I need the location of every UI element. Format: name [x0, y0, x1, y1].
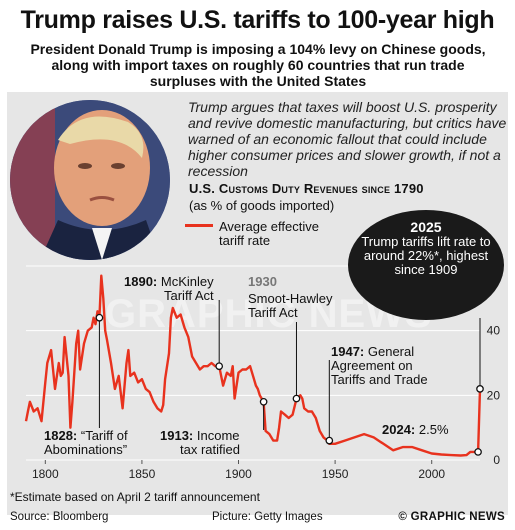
- chart-subtitle: (as % of goods imported): [189, 198, 335, 213]
- annotation-1890-text2: Tariff Act: [164, 288, 214, 303]
- highlight-point: [325, 436, 334, 445]
- page-subtitle: President Donald Trump is imposing a 104…: [30, 41, 486, 89]
- annotation-1947-year: 1947:: [331, 344, 365, 359]
- highlight-point: [292, 394, 301, 403]
- x-tick-label: 1850: [129, 467, 156, 481]
- legend-swatch: [185, 224, 213, 228]
- quote-text: Trump argues that taxes will boost U.S. …: [188, 99, 507, 179]
- picture-credit: Picture: Getty Images: [212, 511, 323, 523]
- footnote: *Estimate based on April 2 tariff announ…: [10, 490, 260, 504]
- chart-legend: Average effective tariff rate: [185, 220, 319, 248]
- annotation-2024: 2024: 2.5%: [382, 423, 449, 437]
- annotation-1947-text3: Tariffs and Trade: [331, 372, 428, 387]
- page-title: Trump raises U.S. tariffs to 100-year hi…: [20, 6, 495, 34]
- callout-year: 2025: [410, 219, 442, 235]
- highlight-point: [215, 362, 224, 371]
- annotation-2024-text: 2.5%: [418, 422, 449, 437]
- y-tick-label: 20: [487, 388, 501, 402]
- chart-title: U.S. Customs Duty Revenues since 1790: [189, 181, 424, 196]
- brand-credit: © GRAPHIC NEWS: [398, 511, 505, 523]
- x-tick-label: 1900: [225, 467, 252, 481]
- annotation-1930-year: 1930: [248, 274, 277, 289]
- annotation-1930-text2: Tariff Act: [248, 305, 298, 320]
- highlight-point: [259, 397, 268, 406]
- annotation-1947: 1947: General Agreement on Tariffs and T…: [331, 345, 428, 387]
- x-tick-label: 2000: [418, 467, 445, 481]
- annotation-1890-year: 1890:: [124, 274, 158, 289]
- y-tick-label: 0: [493, 453, 500, 467]
- portrait-photo: [10, 100, 170, 260]
- portrait-image: [10, 100, 170, 260]
- annotation-1913-text2: tax ratified: [180, 442, 240, 457]
- legend-label-line2: tariff rate: [219, 233, 271, 248]
- annotation-1947-text1: General: [367, 344, 415, 359]
- chart-title-prefix: U.S.: [189, 181, 216, 196]
- y-tick-label: 40: [487, 324, 501, 338]
- annotation-1930: 1930: [248, 275, 277, 289]
- callout-text: Trump tariffs lift rate to around 22%*, …: [361, 234, 491, 277]
- annotation-1890: 1890: McKinley Tariff Act: [124, 275, 214, 303]
- annotation-1828-year: 1828:: [44, 428, 78, 443]
- annotation-1913: 1913: Income tax ratified: [160, 429, 240, 457]
- annotation-1913-text1: Income: [196, 428, 240, 443]
- x-tick-label: 1800: [32, 467, 59, 481]
- annotation-1930-text1: Smoot-Hawley: [248, 291, 333, 306]
- x-tick-label: 1950: [322, 467, 349, 481]
- annotation-1947-text2: Agreement on: [331, 358, 413, 373]
- annotation-1828-text2: Abominations”: [44, 442, 128, 457]
- annotation-1930-label: Smoot-Hawley Tariff Act: [248, 292, 333, 320]
- legend-label-line1: Average effective: [219, 219, 319, 234]
- source-credit: Source: Bloomberg: [10, 511, 109, 523]
- annotation-1890-text1: McKinley: [160, 274, 214, 289]
- chart-title-rest: Customs Duty Revenues since 1790: [218, 181, 424, 196]
- annotation-1913-year: 1913:: [160, 428, 194, 443]
- callout-2025: 2025 Trump tariffs lift rate to around 2…: [348, 210, 504, 320]
- highlight-point: [476, 385, 484, 393]
- highlight-point: [95, 313, 104, 322]
- highlight-point: [474, 448, 482, 456]
- annotation-1828: 1828: “Tariff of Abominations”: [44, 429, 128, 457]
- annotation-1828-text1: “Tariff of: [80, 428, 128, 443]
- annotation-2024-year: 2024:: [382, 422, 416, 437]
